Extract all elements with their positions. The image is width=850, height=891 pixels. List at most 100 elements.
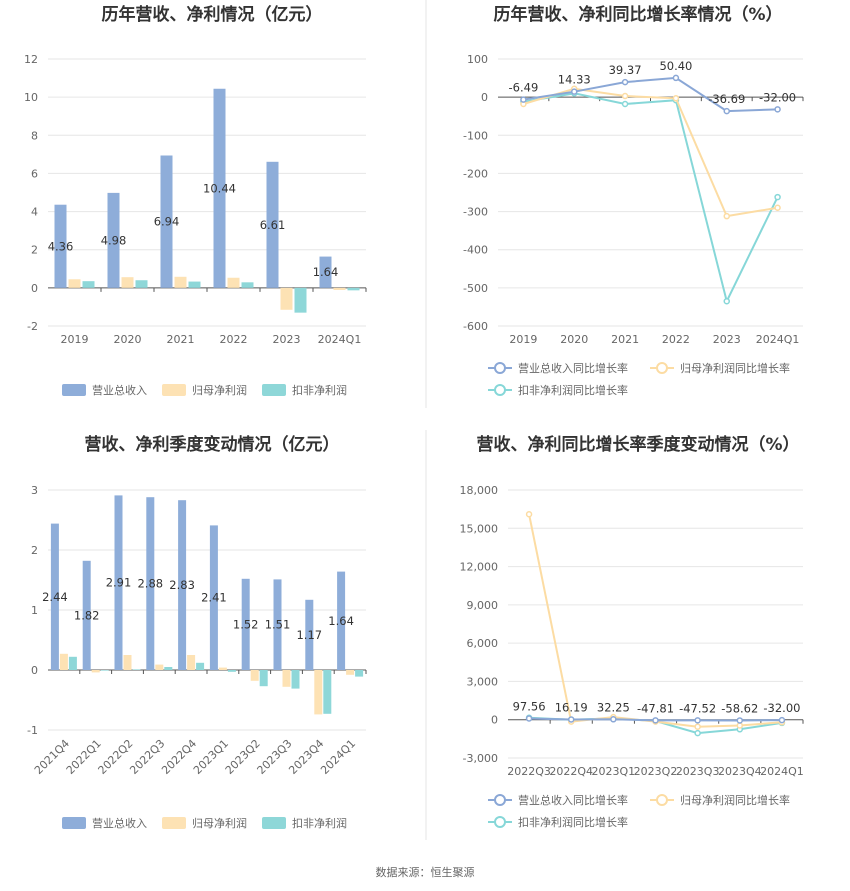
point-0-4 [723, 107, 730, 115]
data-label: -47.81 [637, 701, 674, 715]
bar-0-1 [82, 560, 91, 670]
data-label: 6.94 [154, 215, 180, 229]
x-tick-label: 2022Q3 [507, 765, 551, 778]
x-tick-label: 2024Q1 [760, 765, 804, 778]
data-label: -32.00 [759, 90, 796, 104]
line-chart-3: 营收、净利同比增长率季度变动情况（%） -3,000 0 3,000 6,000 9,00… [460, 434, 804, 829]
x-tick-label: 2022Q4 [549, 765, 593, 778]
bar-0-7 [273, 579, 282, 670]
data-label: 1.17 [296, 628, 322, 642]
bar-1-5 [333, 287, 346, 290]
y-tick-label: 8 [31, 129, 38, 142]
data-label: -6.49 [509, 81, 539, 95]
bar-2-4 [294, 287, 307, 313]
y-tick-label: 2 [31, 244, 38, 257]
y-tick-label: 3,000 [467, 675, 499, 688]
point-1-3 [672, 95, 680, 102]
data-label: 39.37 [609, 63, 642, 77]
bar-chart-2: 营收、净利季度变动情况（亿元）-101232.442021Q41.822022Q… [27, 434, 367, 830]
point-0-1 [567, 716, 575, 723]
legend-label-2: 扣非净利润同比增长率 [518, 815, 628, 829]
x-tick-label: 2023Q1 [592, 765, 636, 778]
x-tick-label: 2024Q1 [756, 333, 800, 346]
data-label: -36.69 [708, 92, 745, 106]
legend-swatch-1 [162, 384, 186, 396]
data-label: 1.64 [328, 614, 354, 628]
bar-0-0 [50, 523, 59, 670]
bar-0-6 [241, 578, 250, 670]
bar-2-0 [82, 281, 95, 288]
data-label: 2.91 [106, 576, 132, 590]
point-0-2 [621, 78, 629, 86]
legend-marker-0 [494, 794, 506, 806]
data-label: 14.33 [558, 73, 591, 87]
chart-title: 历年营收、净利情况（亿元） [102, 4, 323, 25]
bar-2-4 [196, 662, 205, 670]
data-label: 4.98 [101, 233, 127, 247]
y-tick-label: 1 [31, 604, 38, 617]
y-tick-label: -100 [463, 129, 488, 142]
data-label: 2.88 [137, 577, 163, 591]
bar-1-5 [218, 667, 227, 670]
bar-0-5 [209, 525, 218, 670]
bar-1-1 [121, 277, 134, 288]
y-tick-label: 18,000 [460, 484, 499, 497]
bar-2-2 [132, 669, 141, 670]
bar-0-4 [266, 161, 279, 288]
data-label: 16.19 [555, 701, 588, 715]
data-label: 2.44 [42, 590, 68, 604]
point-2-4 [723, 297, 730, 305]
legend-swatch-1 [162, 817, 186, 829]
bar-0-2 [160, 155, 173, 288]
bar-0-0 [54, 204, 67, 288]
data-label: 1.64 [313, 265, 339, 279]
point-0-1 [571, 88, 578, 95]
x-tick-label: 2020 [560, 333, 588, 346]
data-label: 10.44 [203, 181, 236, 195]
x-tick-label: 2024Q1 [318, 737, 358, 777]
point-1-4 [694, 723, 701, 730]
legend-label-2: 扣非净利润 [292, 383, 347, 397]
x-tick-label: 2020 [114, 333, 142, 346]
legend-swatch-0 [62, 384, 86, 396]
bar-0-1 [107, 192, 120, 288]
bar-0-4 [178, 500, 187, 670]
bar-0-3 [146, 497, 155, 670]
point-0-3 [652, 717, 659, 724]
y-tick-label: 0 [481, 91, 488, 104]
bar-2-3 [241, 282, 254, 288]
point-1-2 [621, 92, 629, 100]
chart-title: 营收、净利季度变动情况（亿元） [85, 434, 340, 455]
bar-0-5 [319, 256, 332, 288]
data-label: 1.51 [265, 618, 291, 632]
bar-0-8 [305, 599, 314, 670]
bar-0-3 [213, 88, 226, 288]
point-0-5 [774, 106, 781, 113]
y-tick-label: 10 [24, 91, 38, 104]
y-tick-label: -3,000 [463, 752, 498, 765]
y-tick-label: 12,000 [460, 561, 499, 574]
bar-1-0 [59, 653, 68, 670]
legend-marker-2 [494, 816, 506, 828]
x-tick-label: 2024Q1 [318, 333, 362, 346]
x-tick-label: 2021 [611, 333, 639, 346]
data-label: -58.62 [721, 701, 758, 715]
x-tick-label: 2022 [220, 333, 248, 346]
bar-2-8 [323, 670, 332, 714]
y-tick-label: -500 [463, 282, 488, 295]
legend-label-0: 营业总收入同比增长率 [518, 793, 628, 807]
legend-label-1: 归母净利润同比增长率 [680, 793, 790, 807]
series-line-0 [523, 76, 778, 113]
x-tick-label: 2022 [662, 333, 690, 346]
point-2-4 [694, 729, 701, 737]
y-tick-label: 15,000 [460, 522, 499, 535]
bar-2-3 [164, 667, 173, 670]
y-tick-label: 6,000 [467, 637, 499, 650]
bar-1-0 [68, 279, 81, 288]
point-1-5 [774, 204, 781, 212]
x-tick-label: 2019 [509, 333, 537, 346]
legend-swatch-2 [262, 817, 286, 829]
point-0-2 [610, 716, 617, 723]
bar-2-5 [347, 287, 360, 291]
